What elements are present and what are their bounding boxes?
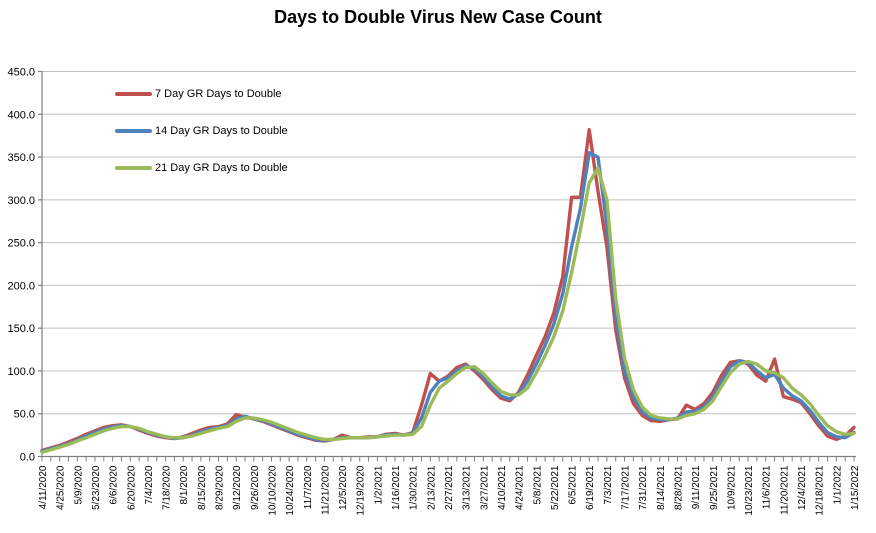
series-swatch-7-day [115,92,152,96]
series-line-7-day [40,127,856,453]
x-tick-label: 12/19/2020 [356,465,367,515]
x-tick-label: 7/31/2021 [638,465,649,510]
x-tick-label: 12/18/2021 [815,465,826,515]
x-tick-label: 1/30/2021 [409,465,420,510]
y-tick-label: 150.0 [7,323,35,335]
chart-title: Days to Double Virus New Case Count [274,7,602,27]
x-tick-label: 1/15/2022 [850,465,861,510]
y-tick-label: 50.0 [14,409,35,421]
series-swatch-21-day [115,166,152,170]
y-tick-label: 200.0 [7,280,35,292]
x-tick-label: 1/2/2021 [373,465,384,504]
x-tick-label: 12/4/2021 [797,465,808,510]
x-tick-label: 2/13/2021 [426,465,437,510]
x-tick-label: 10/23/2021 [744,465,755,515]
x-tick-label: 8/28/2021 [673,465,684,510]
x-tick-label: 3/13/2021 [462,465,473,510]
series-line-21-day [40,166,856,454]
x-tick-label: 8/29/2020 [215,465,226,510]
x-tick-label: 11/21/2020 [320,465,331,515]
x-tick-label: 9/12/2020 [232,465,243,510]
x-tick-label: 7/3/2021 [603,465,614,504]
x-tick-label: 1/1/2022 [832,465,843,504]
x-tick-label: 6/19/2021 [585,465,596,510]
x-tick-label: 11/20/2021 [779,465,790,515]
legend-item-21-day: 21 Day GR Days to Double [115,160,288,176]
x-tick-label: 9/26/2020 [250,465,261,510]
x-tick-label: 7/18/2020 [162,465,173,510]
x-tick-label: 7/17/2021 [621,465,632,510]
x-tick-label: 4/25/2020 [56,465,67,510]
x-tick-label: 9/11/2021 [691,465,702,509]
y-tick-label: 400.0 [7,109,35,121]
legend-item-14-day: 14 Day GR Days to Double [115,123,288,139]
y-tick-label: 100.0 [7,366,35,378]
x-tick-label: 8/15/2020 [197,465,208,510]
x-tick-label: 10/24/2020 [285,465,296,515]
x-tick-label: 5/8/2021 [532,465,543,504]
x-tick-label: 4/11/2020 [38,465,49,509]
x-tick-label: 11/6/2021 [762,465,773,509]
x-tick-label: 7/4/2020 [144,465,155,504]
x-tick-label: 5/22/2021 [550,465,561,510]
y-tick-label: 250.0 [7,238,35,250]
x-tick-label: 4/10/2021 [497,465,508,510]
x-tick-label: 11/7/2020 [303,465,314,509]
x-tick-label: 10/9/2021 [726,465,737,510]
y-tick-label: 350.0 [7,152,35,164]
y-tick-label: 300.0 [7,195,35,207]
x-tick-label: 6/6/2020 [109,465,120,504]
legend: 7 Day GR Days to Double 14 Day GR Days t… [115,86,288,176]
x-tick-label: 9/25/2021 [709,465,720,510]
x-tick-label: 6/5/2021 [568,465,579,504]
legend-item-7-day: 7 Day GR Days to Double [115,86,288,102]
y-tick-label: 0.0 [20,452,35,464]
x-tick-label: 12/5/2020 [338,465,349,510]
x-tick-label: 4/24/2021 [515,465,526,510]
x-tick-label: 8/14/2021 [656,465,667,510]
legend-label-21-day: 21 Day GR Days to Double [155,162,288,174]
x-tick-label: 1/16/2021 [391,465,402,510]
x-tick-label: 5/9/2020 [73,465,84,504]
legend-label-14-day: 14 Day GR Days to Double [155,125,288,137]
legend-label-7-day: 7 Day GR Days to Double [155,88,282,100]
x-tick-label: 2/27/2021 [444,465,455,510]
series-swatch-14-day [115,129,152,133]
x-tick-label: 10/10/2020 [267,465,278,515]
x-tick-label: 3/27/2021 [479,465,490,510]
series-line-14-day [40,151,856,454]
y-tick-label: 450.0 [7,67,35,79]
x-tick-label: 5/23/2020 [91,465,102,510]
x-tick-label: 8/1/2020 [179,465,190,504]
x-tick-label: 6/20/2020 [126,465,137,510]
